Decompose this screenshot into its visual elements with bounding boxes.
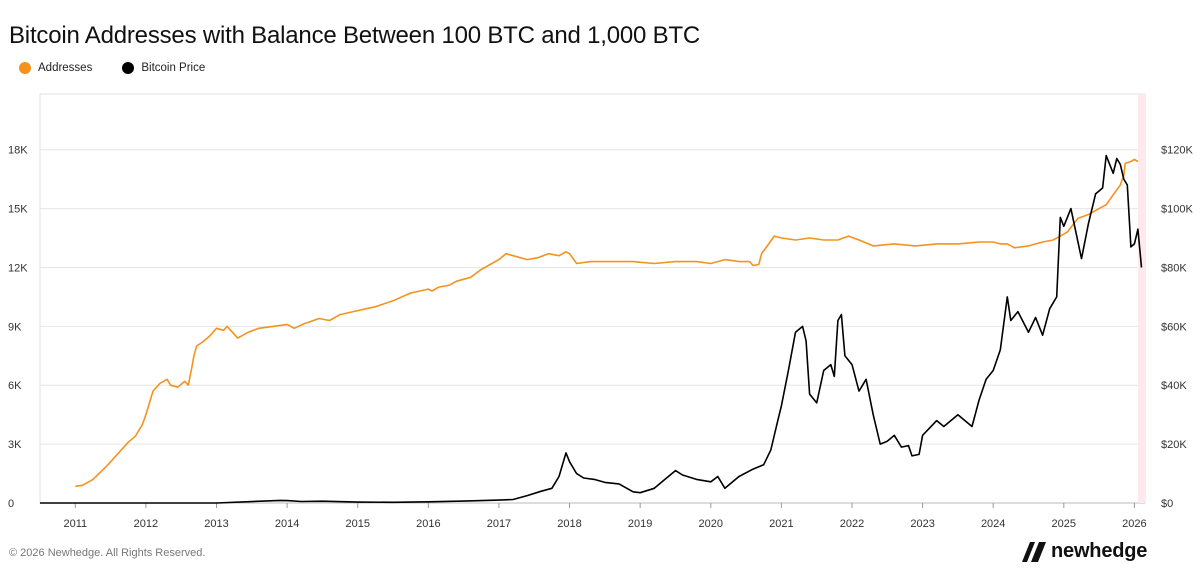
y-right-tick-label: $120K bbox=[1161, 145, 1193, 157]
brand-logo[interactable]: newhedge bbox=[1021, 540, 1147, 563]
y-right-tick-label: $40K bbox=[1161, 380, 1187, 392]
x-tick-label: 2025 bbox=[1052, 518, 1076, 530]
copyright-footer: © 2026 Newhedge. All Rights Reserved. bbox=[9, 547, 206, 559]
legend-label-addresses: Addresses bbox=[38, 62, 93, 74]
current-period-highlight bbox=[1138, 94, 1145, 503]
brand-name: newhedge bbox=[1051, 540, 1148, 562]
legend-dot-addresses bbox=[19, 62, 31, 74]
y-left-tick-label: 9K bbox=[8, 321, 22, 333]
series-line-addresses bbox=[75, 158, 1139, 488]
y-right-tick-label: $20K bbox=[1161, 439, 1187, 451]
x-tick-label: 2015 bbox=[345, 518, 369, 530]
y-left-tick-label: 15K bbox=[8, 204, 28, 216]
chart-title: Bitcoin Addresses with Balance Between 1… bbox=[9, 22, 701, 49]
y-left-tick-label: 0 bbox=[8, 498, 14, 510]
legend-dot-bitcoin-price bbox=[122, 62, 135, 74]
x-tick-label: 2024 bbox=[981, 518, 1005, 530]
x-tick-label: 2022 bbox=[840, 518, 864, 530]
series-line-bitcoin-price bbox=[40, 154, 1143, 504]
y-left-tick-label: 6K bbox=[8, 380, 22, 392]
x-tick-label: 2013 bbox=[204, 518, 228, 530]
y-left-tick-label: 3K bbox=[8, 439, 22, 451]
legend-label-bitcoin-price: Bitcoin Price bbox=[141, 62, 206, 74]
y-left-tick-label: 12K bbox=[8, 262, 28, 274]
y-right-tick-label: $80K bbox=[1161, 262, 1187, 274]
x-tick-label: 2012 bbox=[134, 518, 158, 530]
legend-item-addresses[interactable]: Addresses bbox=[19, 62, 92, 74]
y-left-tick-label: 18K bbox=[8, 145, 28, 157]
x-tick-label: 2020 bbox=[699, 518, 723, 530]
x-tick-label: 2014 bbox=[275, 518, 299, 530]
chart-legend: Addresses Bitcoin Price bbox=[19, 62, 235, 74]
y-right-tick-label: $0 bbox=[1161, 498, 1173, 510]
x-tick-label: 2011 bbox=[63, 518, 87, 530]
x-tick-label: 2019 bbox=[628, 518, 652, 530]
legend-item-bitcoin-price[interactable]: Bitcoin Price bbox=[122, 62, 205, 74]
x-tick-label: 2021 bbox=[769, 518, 793, 530]
x-tick-label: 2018 bbox=[557, 518, 581, 530]
x-tick-label: 2026 bbox=[1122, 518, 1146, 530]
x-tick-label: 2016 bbox=[416, 518, 440, 530]
y-right-tick-label: $60K bbox=[1161, 321, 1187, 333]
plot-frame bbox=[39, 93, 1146, 504]
newhedge-logo-icon bbox=[1022, 541, 1046, 562]
x-tick-label: 2017 bbox=[487, 518, 511, 530]
y-right-tick-label: $100K bbox=[1161, 204, 1193, 216]
x-tick-label: 2023 bbox=[910, 518, 934, 530]
